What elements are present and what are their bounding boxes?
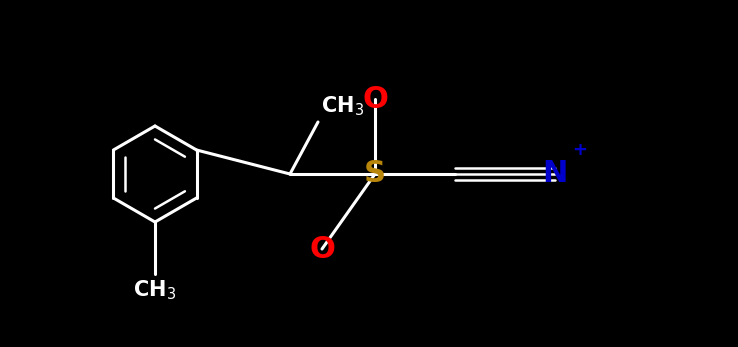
Text: CH$_3$: CH$_3$ [134, 278, 176, 302]
Text: O: O [362, 85, 388, 113]
Text: S: S [364, 160, 386, 188]
Text: O: O [309, 235, 335, 263]
Text: N: N [542, 160, 568, 188]
Text: CH$_3$: CH$_3$ [321, 94, 364, 118]
Text: +: + [573, 141, 587, 159]
